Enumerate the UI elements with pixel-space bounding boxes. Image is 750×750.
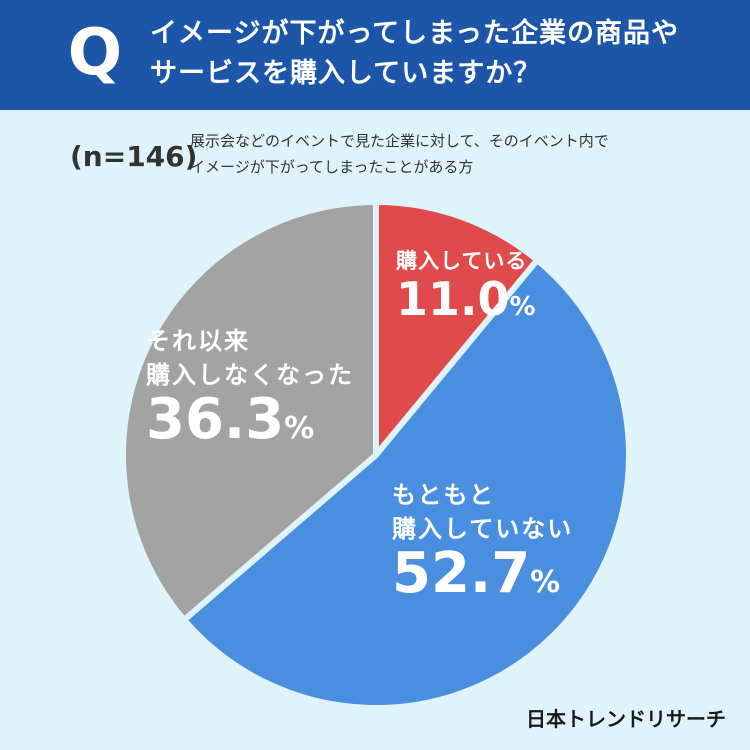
question-line-1: イメージが下がってしまった企業の商品や [150, 18, 680, 49]
slice-unit-never: % [530, 565, 561, 600]
slice-percent-stopped: 36.3% [146, 392, 354, 448]
question-header: Q イメージが下がってしまった企業の商品や サービスを購入していますか？ [0, 0, 750, 110]
pie-slice-never-purchased [181, 257, 632, 711]
description-line-2: イメージが下がってしまったことがある方 [190, 158, 474, 176]
question-text: イメージが下がってしまった企業の商品や サービスを購入していますか？ [150, 14, 730, 94]
pie-slice-purchasing [373, 199, 541, 458]
q-mark: Q [67, 16, 123, 90]
sample-description: 展示会などのイベントで見た企業に対して、そのイベント内で イメージが下がってしま… [190, 128, 730, 180]
slice-name-stopped-line-2: 購入しなくなった [146, 361, 354, 389]
slice-value-stopped: 36.3 [146, 387, 285, 452]
slice-unit-purchasing: % [509, 292, 536, 322]
slice-name-never-line-1: もともと [392, 481, 496, 509]
slice-value-purchasing: 11.0 [396, 272, 510, 326]
slice-name-never-line-2: 購入していない [392, 515, 574, 543]
question-line-2: サービスを購入していますか？ [150, 58, 542, 89]
slice-label-purchasing: 購入している 11.0% [396, 246, 536, 322]
slice-percent-never: 52.7% [392, 546, 573, 602]
description-line-1: 展示会などのイベントで見た企業に対して、そのイベント内で [190, 132, 609, 150]
slice-value-never: 52.7 [392, 541, 531, 606]
slice-label-never-purchased: もともと 購入していない 52.7% [392, 478, 573, 602]
slice-name-purchasing: 購入している [396, 249, 528, 273]
slice-percent-purchasing: 11.0% [396, 276, 536, 322]
slice-label-stopped-purchasing: それ以来 購入しなくなった 36.3% [146, 324, 354, 448]
slice-unit-stopped: % [284, 411, 315, 446]
pie-slice-stopped-purchasing [120, 199, 379, 623]
sample-size: (n=146) [70, 140, 198, 173]
brand-logo: 日本トレンドリサーチ [526, 707, 726, 731]
slice-name-stopped-line-1: それ以来 [146, 327, 250, 355]
